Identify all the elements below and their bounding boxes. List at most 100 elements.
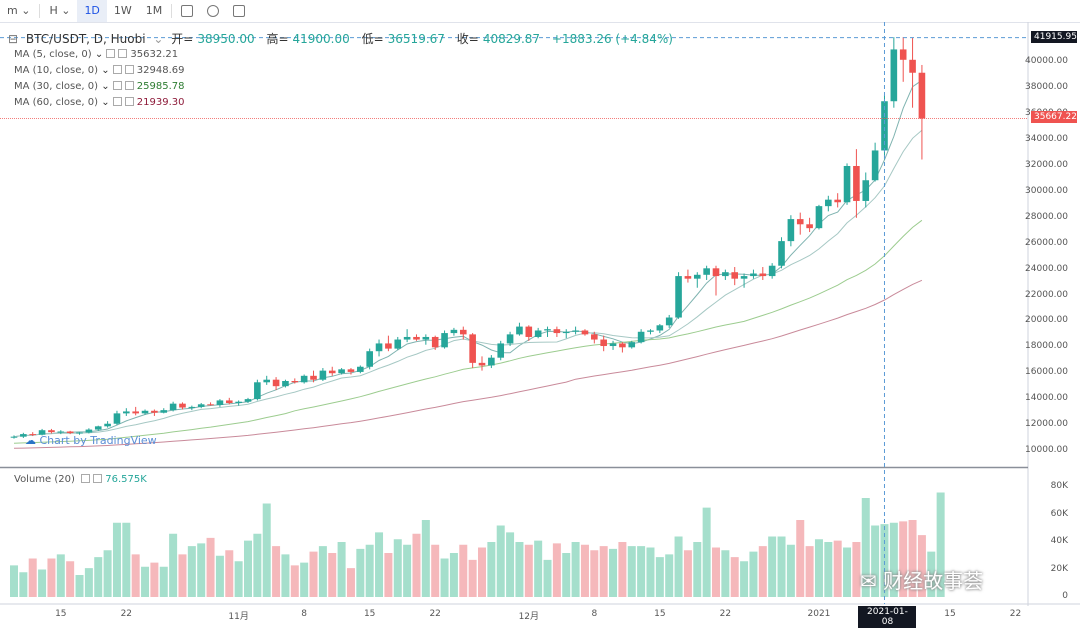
- volume-bar: [543, 559, 552, 597]
- volume-bar: [693, 542, 702, 597]
- ma5-legend[interactable]: MA (5, close, 0) ⌄ 35632.21: [14, 49, 179, 60]
- x-tick-label: 11月: [228, 612, 249, 622]
- volume-bar: [225, 550, 234, 597]
- candle-body: [796, 219, 804, 225]
- candle-body: [469, 334, 476, 363]
- volume-legend[interactable]: Volume (20) 76.575K: [14, 474, 147, 485]
- chart-title: ⊟ BTC/USDT, D, Huobi ⌄ 开= 38950.00 高= 4190…: [8, 30, 677, 47]
- volume-bar: [112, 522, 121, 597]
- symbol-chevron-icon[interactable]: ⌄: [153, 32, 164, 46]
- candle-body: [197, 404, 205, 407]
- candle-body: [693, 274, 701, 279]
- candle-body: [169, 403, 177, 411]
- candle-body: [628, 342, 636, 348]
- candle-body: [225, 400, 233, 404]
- high-label: 高= 41900.00: [266, 32, 350, 46]
- timeframe-1m-label: 1M: [145, 4, 163, 17]
- volume-bar: [927, 551, 936, 597]
- candle-body: [562, 331, 570, 334]
- change-label: +1883.26 (+4.84%): [551, 32, 673, 46]
- candle-body: [385, 343, 392, 349]
- candle-body: [909, 59, 916, 73]
- volume-bar: [38, 569, 47, 597]
- timeframe-1d[interactable]: 1D: [77, 0, 107, 22]
- candle-body: [394, 339, 402, 349]
- timeframe-1w[interactable]: 1W: [107, 0, 139, 22]
- candle-body: [113, 413, 121, 424]
- fullscreen-icon: [233, 5, 246, 17]
- timeframe-hour-label: H: [49, 4, 58, 17]
- indicator-button[interactable]: [174, 0, 200, 22]
- volume-bar: [318, 546, 327, 597]
- volume-bar: [253, 533, 262, 597]
- candle-body: [272, 379, 280, 387]
- tradingview-credit[interactable]: ☁ Chart by TradingView: [25, 434, 157, 447]
- x-tick-label: 22: [429, 609, 441, 619]
- volume-bar: [758, 546, 767, 597]
- x-tick-label: 22: [120, 609, 133, 619]
- volume-bar: [281, 554, 290, 597]
- y-tick-label: 24000.00: [1025, 263, 1068, 274]
- candle-body: [825, 199, 832, 207]
- candle-body: [57, 431, 65, 433]
- candle-body: [525, 326, 533, 337]
- candle-body: [890, 49, 898, 102]
- candle-body: [132, 411, 139, 414]
- y-tick-label: 40000.00: [1025, 56, 1068, 67]
- ma30-legend[interactable]: MA (30, close, 0) ⌄ 25985.78: [14, 81, 185, 92]
- volume-bar: [356, 548, 365, 597]
- volume-bar: [244, 540, 252, 597]
- candle-body: [319, 370, 327, 380]
- candle-body: [534, 330, 542, 337]
- candle-body: [160, 410, 168, 413]
- timeframe-1m[interactable]: 1M: [139, 0, 170, 22]
- y-tick-label: 22000.00: [1025, 289, 1068, 300]
- x-tick-label: 2021: [807, 609, 831, 619]
- timeframe-1w-label: 1W: [113, 4, 132, 17]
- candle-body: [834, 199, 841, 203]
- volume-bar: [459, 544, 468, 597]
- volume-bar: [10, 565, 18, 597]
- volume-bar: [187, 546, 196, 597]
- ma60-legend[interactable]: MA (60, close, 0) ⌄ 21939.30: [14, 97, 185, 108]
- volume-bar: [337, 542, 346, 597]
- fullscreen-button[interactable]: [226, 0, 252, 22]
- candle-body: [422, 336, 430, 340]
- volume-bar: [599, 546, 608, 597]
- candle-body: [703, 268, 710, 275]
- ma60-line: [13, 279, 923, 449]
- candle-body: [488, 357, 495, 366]
- volume-bar: [375, 532, 384, 597]
- volume-bar: [75, 575, 84, 597]
- candle-body: [871, 150, 879, 181]
- volume-bar: [534, 540, 543, 597]
- volume-bar: [496, 525, 505, 597]
- collapse-icon[interactable]: ⊟: [8, 32, 19, 46]
- timeframe-minute[interactable]: m ⌄: [0, 0, 37, 22]
- candle-body: [609, 343, 617, 347]
- volume-tick-label: 40K: [1050, 536, 1068, 546]
- volume-bar: [609, 548, 618, 597]
- settings-button[interactable]: [200, 0, 226, 22]
- timeframe-hour[interactable]: H ⌄: [42, 0, 77, 22]
- volume-bar: [852, 542, 861, 597]
- tradingview-cloud-icon: ☁: [25, 434, 36, 447]
- x-tick-label: 8: [591, 609, 598, 619]
- volume-bar: [56, 554, 65, 597]
- volume-bar: [178, 554, 187, 597]
- volume-bar: [702, 507, 711, 597]
- low-label: 低= 36519.67: [361, 32, 445, 46]
- volume-bar: [66, 561, 75, 597]
- volume-bar: [403, 544, 412, 597]
- y-tick-label: 14000.00: [1025, 393, 1068, 404]
- candle-body: [263, 379, 271, 383]
- candle-body: [572, 330, 579, 332]
- y-tick-label: 12000.00: [1025, 419, 1068, 430]
- volume-bar: [768, 536, 777, 597]
- candle-body: [29, 434, 37, 436]
- candle-body: [235, 401, 242, 404]
- ma10-legend[interactable]: MA (10, close, 0) ⌄ 32948.69: [14, 65, 185, 76]
- volume-bar: [740, 561, 749, 597]
- candle-body: [459, 329, 467, 335]
